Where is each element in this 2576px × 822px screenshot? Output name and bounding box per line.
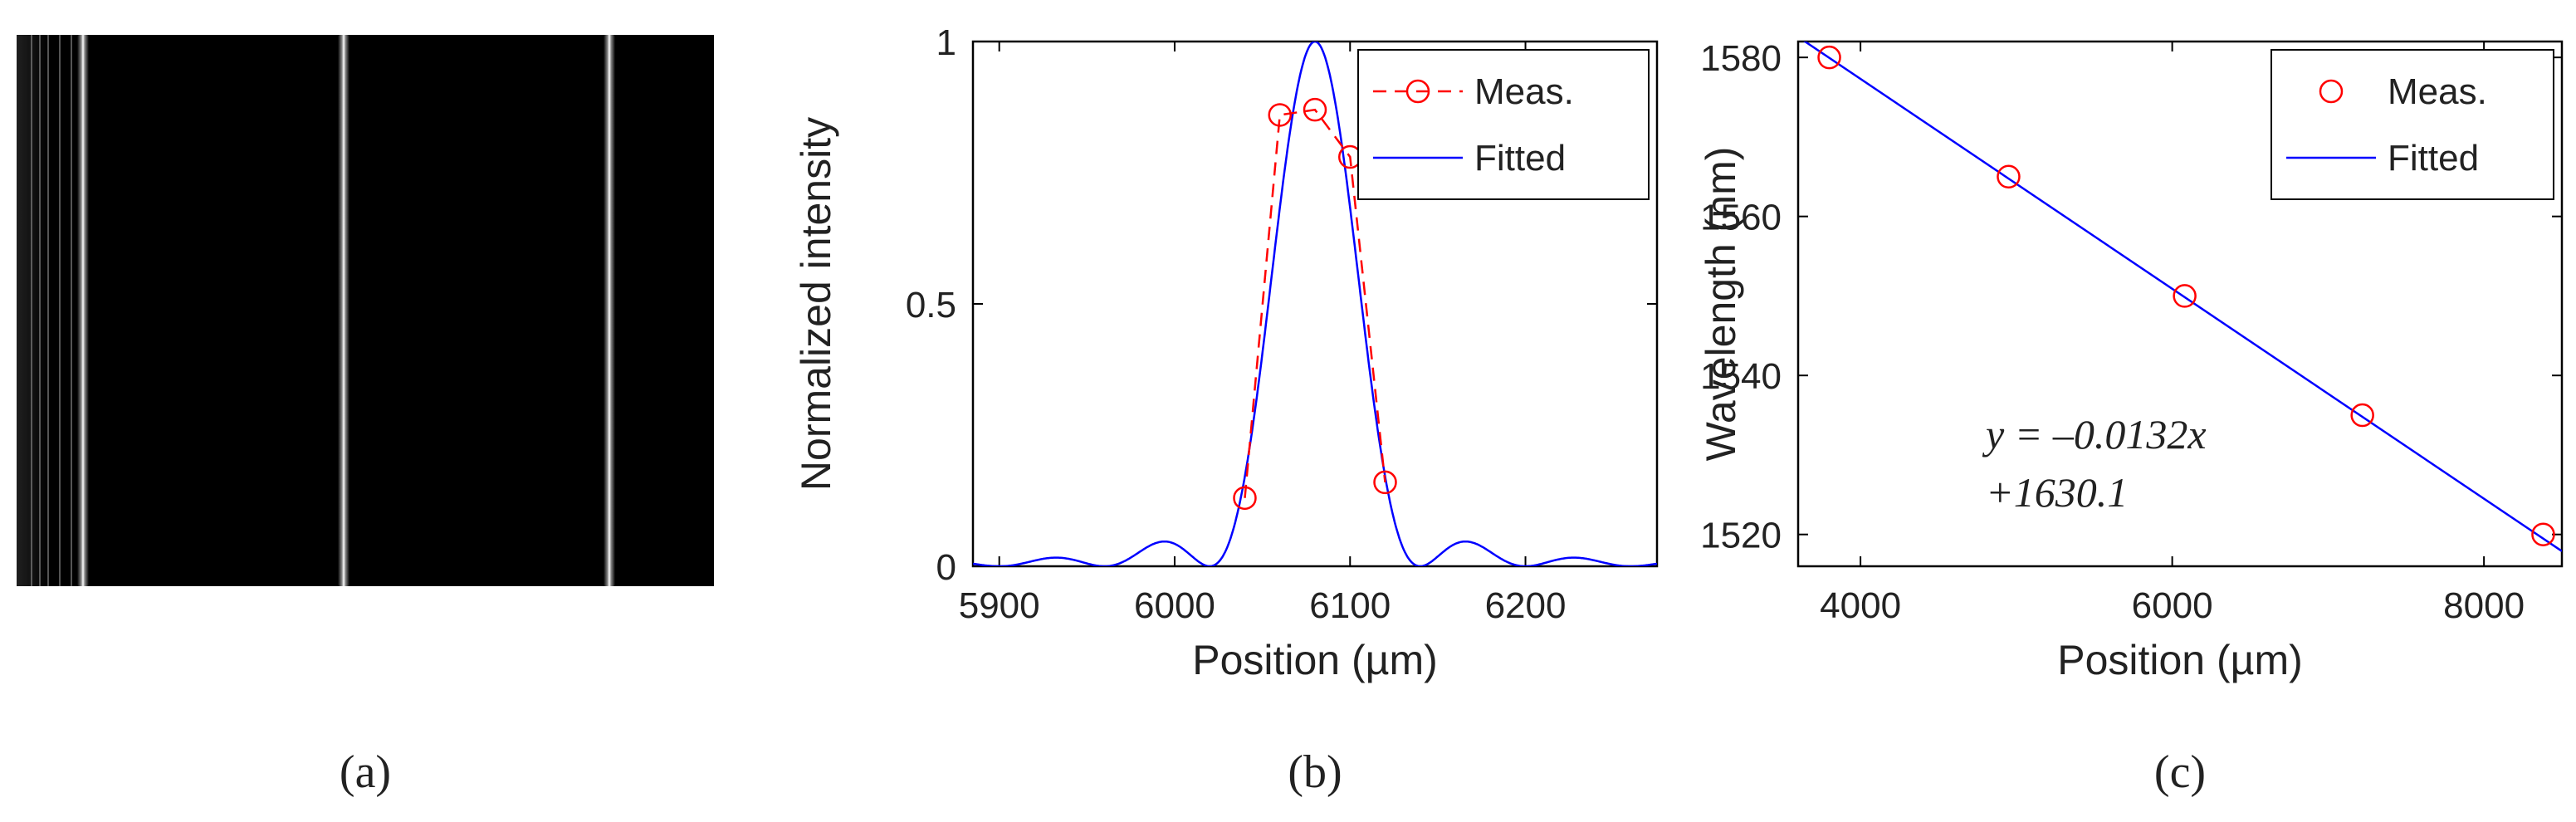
legend-meas-label-c: Meas. [2388,71,2487,112]
fitted-curve-b [973,42,1657,566]
bright-line-3 [604,35,615,586]
measured-point [2350,403,2374,428]
left-edge-haze [17,35,50,586]
measured-point [1233,486,1257,511]
legend-b: Meas. Fitted [1357,49,1650,200]
panel-b-chart: 5900 6000 6100 6200 00.51 Position (µm) Nor… [793,22,1659,683]
y-tick-label: 1580 [1700,38,1782,79]
legend-fit-label-b: Fitted [1474,138,1566,179]
measured-point [1268,103,1292,127]
axis-ticks-b [973,41,1657,567]
y-tick-labels-b: 00.51 [906,22,956,588]
panel-a-image [17,35,714,586]
fit-equation-line1: y = –0.0132x [1982,411,2207,457]
y-tick-label: 1 [936,22,956,63]
x-axis-label-c: Position (µm) [2057,637,2303,683]
x-tick-label: 4000 [1820,585,1901,626]
legend-meas-label-b: Meas. [1474,71,1574,112]
panel-c-chart: 4000 6000 8000 1520 1540 1560 1580 Position (… [1698,38,2564,683]
x-tick-label: 6200 [1485,585,1567,626]
panel-label-c: (c) [2154,746,2206,798]
legend-fit-label-c: Fitted [2388,138,2479,179]
x-tick-label: 6100 [1309,585,1391,626]
bright-line-1 [77,35,89,586]
measured-points-b [1233,97,1397,511]
legend-meas-marker-b [1405,79,1430,104]
x-axis-label-b: Position (µm) [1192,637,1438,683]
y-tick-label: 1540 [1700,356,1782,397]
measured-point [2173,284,2197,308]
panel-label-a: (a) [340,746,391,798]
fit-equation-line2: +1630.1 [1986,469,2128,516]
y-axis-label-c: Wavelength (nm) [1698,147,1744,462]
faint-left-streaks [31,35,72,586]
x-tick-labels-b: 5900 6000 6100 6200 [959,585,1567,626]
measured-point [1997,164,2021,189]
fitted-line-c [1803,42,2562,552]
measured-point [1817,45,1841,70]
plot-frame-c [1796,40,2564,568]
x-tick-label: 6000 [1134,585,1215,626]
measured-point [2531,522,2555,546]
x-tick-label: 5900 [959,585,1040,626]
bright-line-2 [338,35,349,586]
panel-label-b: (b) [1288,746,1342,798]
legend-meas-marker-c [2319,79,2344,104]
x-tick-labels-c: 4000 6000 8000 [1820,585,2525,626]
y-tick-label: 0 [936,547,956,588]
y-tick-label: 1560 [1700,198,1782,238]
measured-line-b [1244,108,1386,498]
y-tick-label: 0.5 [906,285,956,325]
measured-points-c [1817,45,2555,546]
y-tick-label: 1520 [1700,516,1782,556]
legend-c: Meas. Fitted [2270,49,2554,200]
y-axis-label-b: Normalized intensity [793,117,839,491]
measured-point [1373,470,1397,495]
x-tick-label: 6000 [2132,585,2213,626]
measured-point [1303,97,1327,122]
x-tick-label: 8000 [2443,585,2525,626]
camera-frame [17,35,714,586]
y-tick-labels-c: 1520 1540 1560 1580 [1700,38,1782,556]
